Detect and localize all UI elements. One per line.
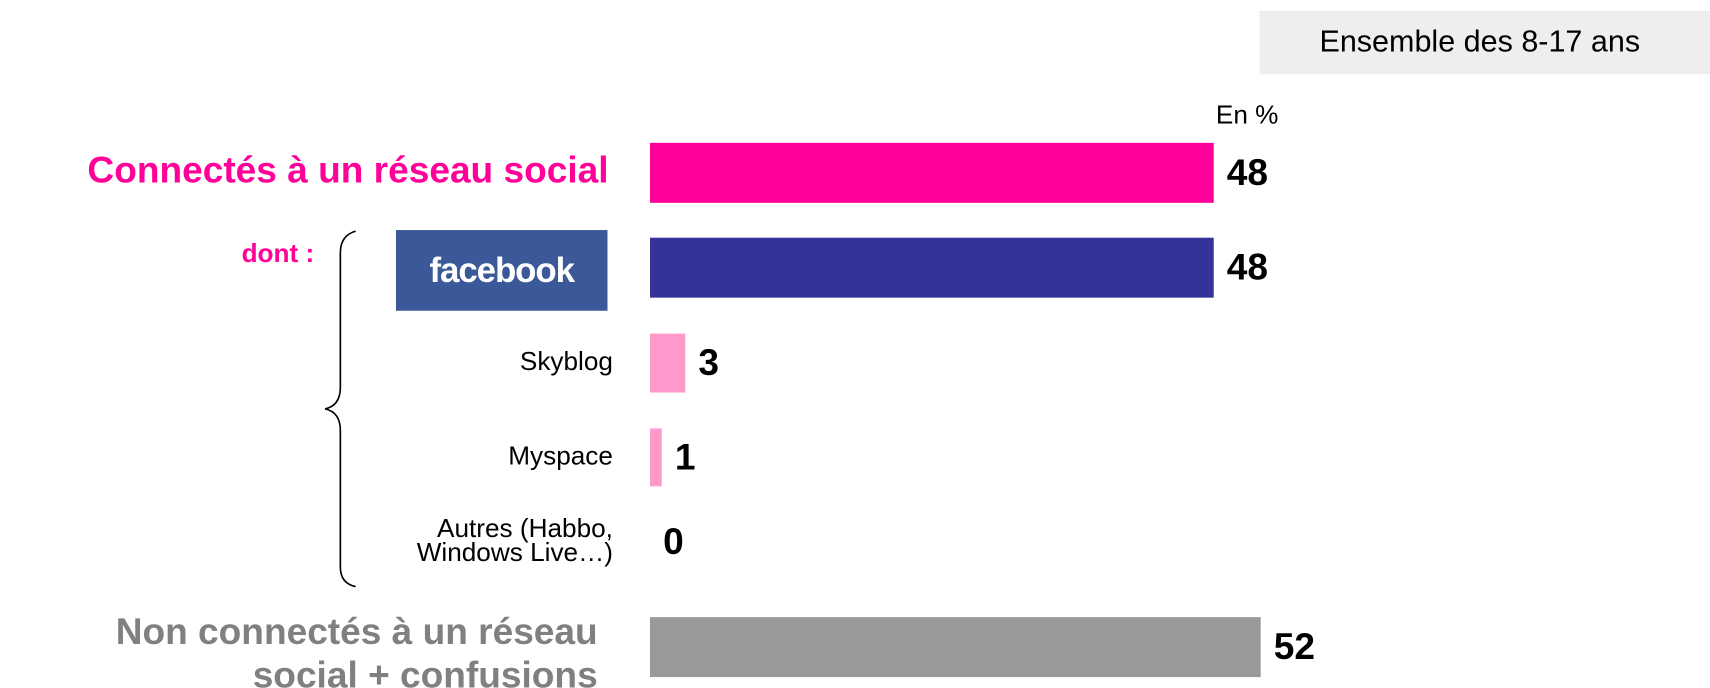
bar xyxy=(650,617,1261,678)
bar xyxy=(650,428,662,487)
value-label: 1 xyxy=(675,435,696,477)
value-label: 48 xyxy=(1227,151,1268,193)
logo-box xyxy=(395,230,608,311)
category-label: Connectés à un réseau social xyxy=(87,149,608,191)
value-label: 0 xyxy=(663,520,684,562)
category-label: Windows Live…) xyxy=(417,537,613,567)
subtitle-box xyxy=(1259,10,1710,75)
bar xyxy=(650,333,686,393)
category-label: Autres (Habbo, xyxy=(437,513,613,543)
group-label: dont : xyxy=(242,238,315,268)
subtitle: Ensemble des 8-17 ans xyxy=(1319,25,1640,59)
unit-label: En % xyxy=(1216,100,1279,130)
value-label: 52 xyxy=(1274,625,1315,667)
category-label: Myspace xyxy=(508,440,613,470)
value-label: 3 xyxy=(698,341,719,383)
category-label: Non connectés à un réseau xyxy=(116,610,598,652)
value-label: 48 xyxy=(1227,246,1268,288)
category-label: facebook xyxy=(430,251,576,290)
bar xyxy=(650,142,1214,203)
brace xyxy=(324,230,356,588)
category-label: social + confusions xyxy=(253,653,598,688)
bar xyxy=(650,237,1214,298)
category-label: Skyblog xyxy=(520,346,613,376)
